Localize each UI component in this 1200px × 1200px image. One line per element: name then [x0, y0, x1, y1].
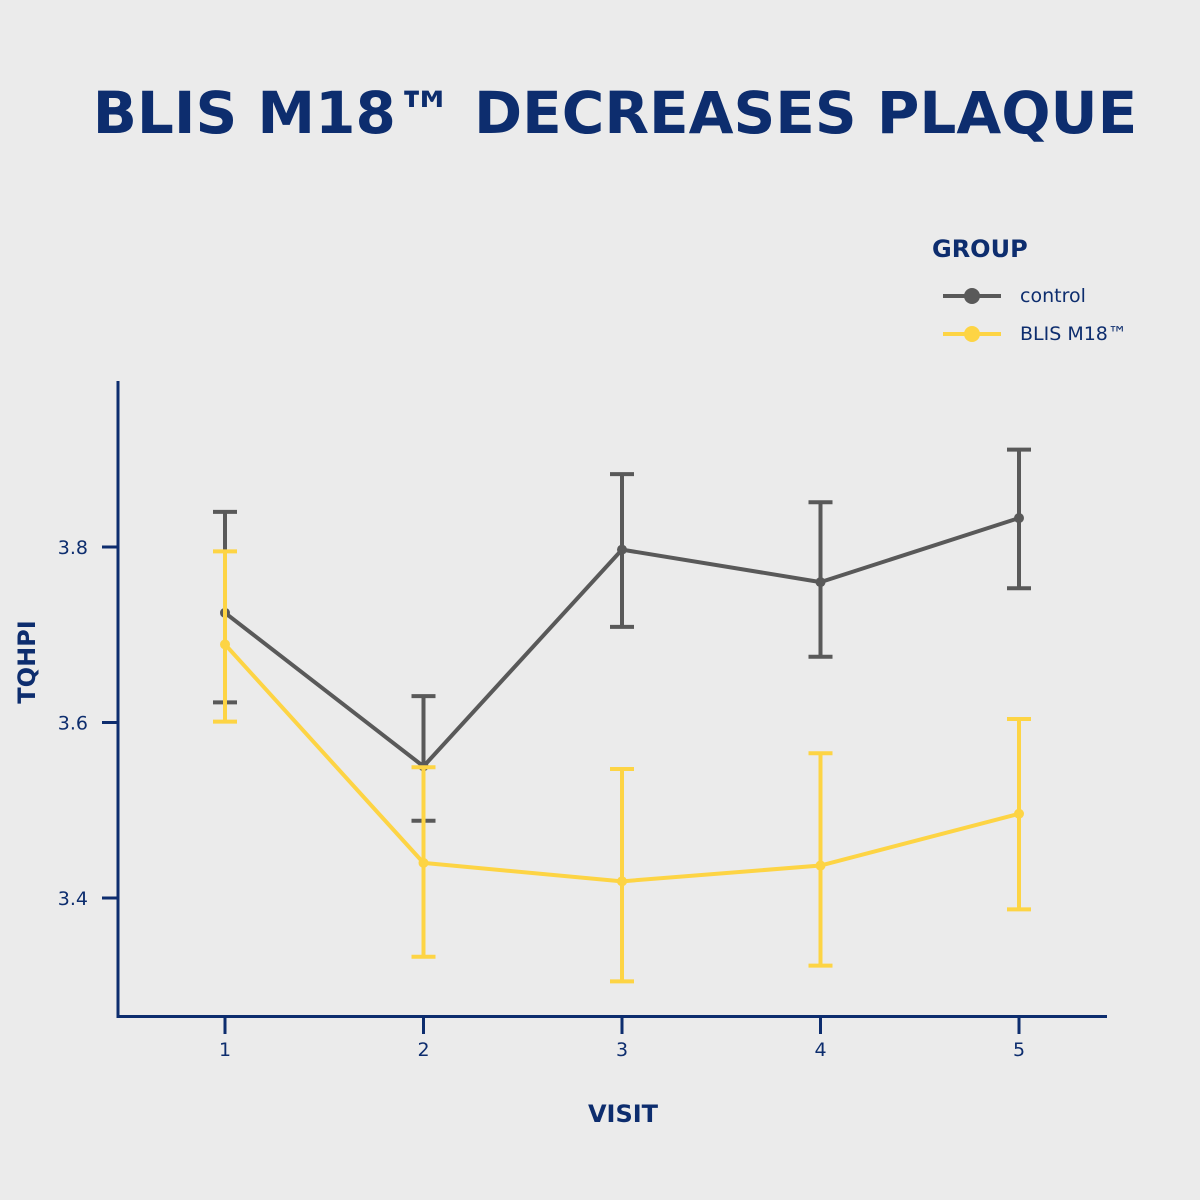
- x-tick-label: 2: [417, 1039, 429, 1061]
- legend: GROUP control BLIS M18™: [932, 235, 1127, 345]
- ticks: 1 2 3 4 5 3.4 3.6 3.8: [58, 537, 1025, 1061]
- y-tick-label: 3.8: [58, 537, 88, 559]
- legend-label: BLIS M18™: [1020, 323, 1127, 345]
- data-point: [418, 857, 429, 868]
- data-point: [1014, 808, 1024, 819]
- x-axis-title: VISIT: [588, 1100, 659, 1128]
- data-point: [220, 639, 230, 650]
- x-tick-label: 5: [1013, 1039, 1025, 1061]
- legend-items: control BLIS M18™: [943, 285, 1127, 345]
- legend-title: GROUP: [932, 235, 1028, 263]
- series-blis-m18: [213, 549, 1031, 984]
- data-point: [815, 860, 826, 871]
- x-tick-label: 1: [219, 1039, 231, 1061]
- y-tick-label: 3.6: [58, 713, 88, 735]
- x-tick-label: 4: [814, 1039, 826, 1061]
- legend-swatch-dot: [964, 288, 980, 304]
- legend-item: control: [943, 285, 1086, 307]
- x-tick-label: 3: [616, 1039, 628, 1061]
- y-tick-label: 3.4: [58, 888, 88, 910]
- series-layer: [213, 447, 1031, 984]
- y-axis-title: TQHPI: [13, 620, 41, 703]
- data-point: [617, 544, 627, 555]
- legend-swatch-dot: [964, 326, 980, 342]
- legend-item: BLIS M18™: [943, 323, 1127, 345]
- legend-label: control: [1020, 285, 1086, 307]
- data-point: [1014, 513, 1024, 524]
- data-point: [815, 577, 826, 588]
- data-point: [617, 876, 627, 887]
- axes: [116, 381, 1107, 1018]
- chart-title: BLIS M18™ DECREASES PLAQUE: [93, 79, 1138, 147]
